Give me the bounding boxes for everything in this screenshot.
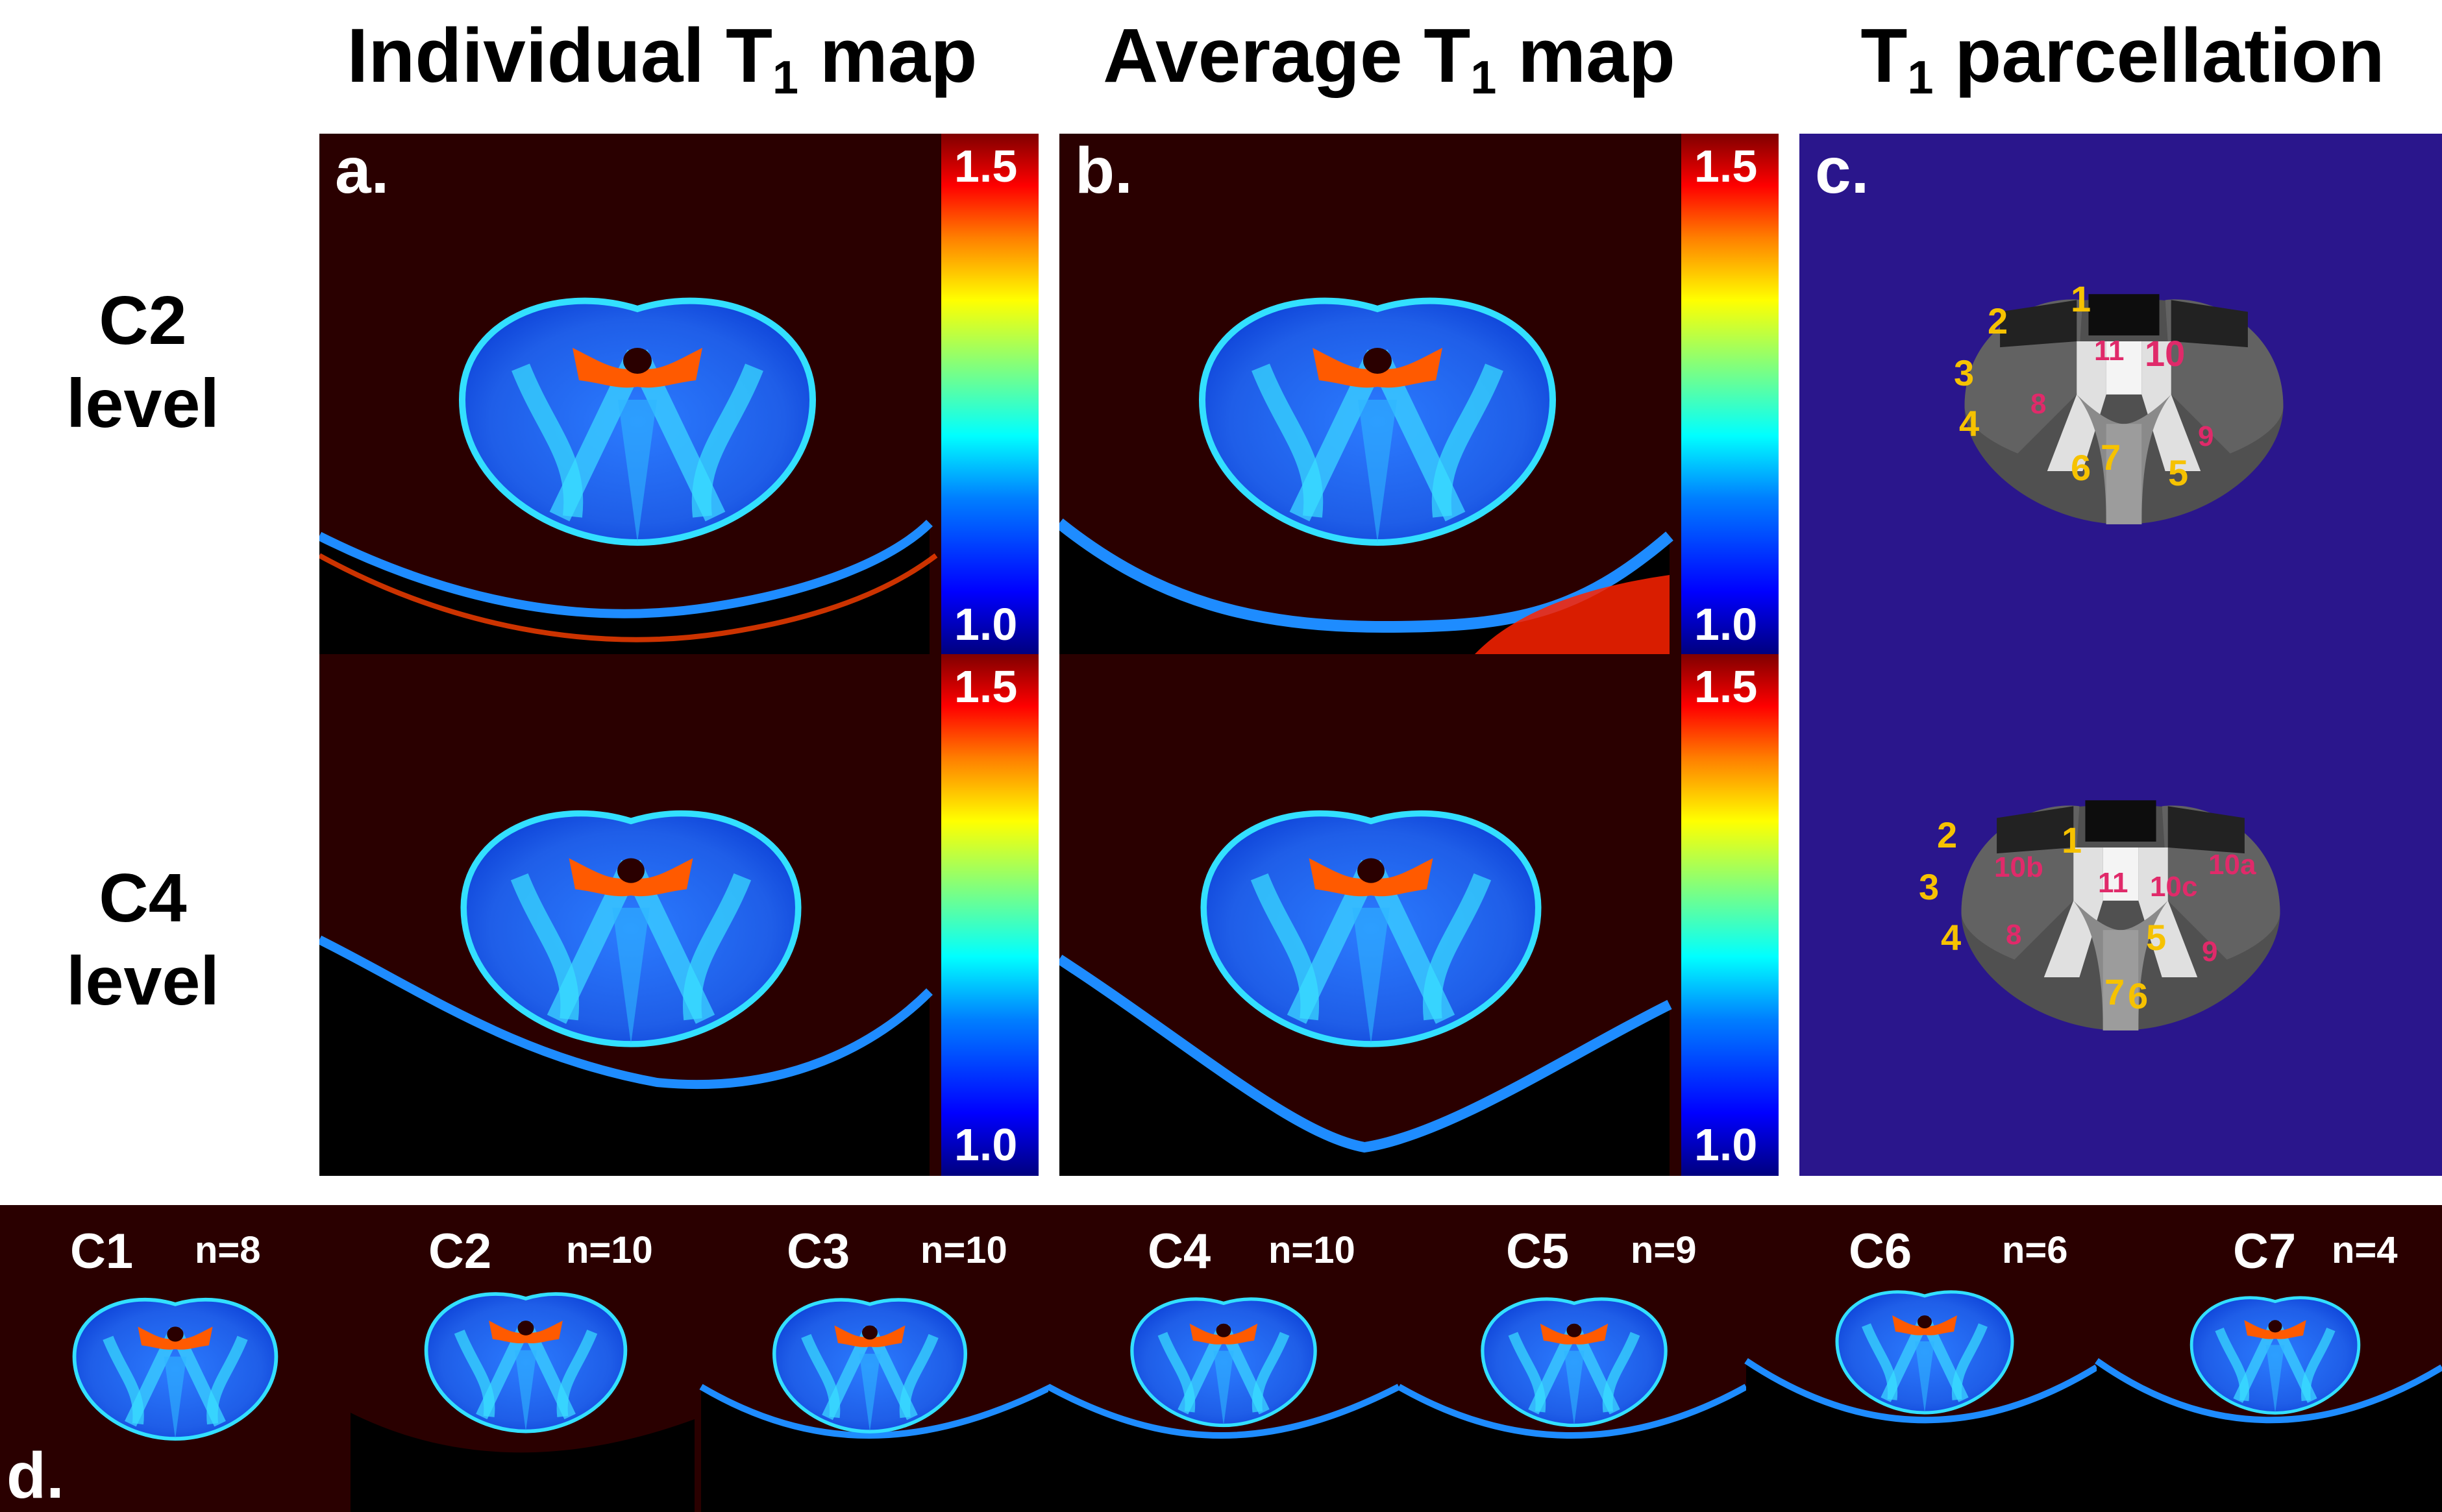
average-map-c4-image	[1059, 654, 1672, 1176]
panel-b-c4-average-map: 1.5 1.0	[1059, 654, 1779, 1176]
panel-d-level-strip: C1 n=8 C2 n=10 C3 n=10 C4 n=10 C5 n=9 C6…	[0, 1205, 2442, 1512]
panel-c-parcellation: c. 1 2 3 4 5 6 7 8 9 10 11 1 2 3 4 5 6 7…	[1799, 134, 2442, 1176]
region-label: 3	[1919, 866, 1940, 907]
region-label: 1	[2062, 820, 2082, 860]
region-label: 5	[2146, 917, 2167, 958]
colorbar-b-bottom	[1681, 654, 1779, 1176]
region-label: 9	[2198, 421, 2214, 452]
title-individual-t1-map: Individual T1 map	[347, 13, 978, 104]
colorbar-a-bottom	[941, 654, 1039, 1176]
panel-a-c4-individual-map: 1.5 1.0	[319, 654, 1039, 1176]
strip-level-label: C4	[1148, 1224, 1211, 1279]
strip-n-label: n=10	[566, 1229, 653, 1271]
row-label-c2: C2 level	[66, 282, 219, 442]
colorbar-min-label: 1.0	[1694, 599, 1758, 650]
colorbar-min-label: 1.0	[954, 599, 1018, 650]
region-label: 8	[2006, 919, 2022, 951]
panel-a-c2-individual-map: a. 1.5 1.0	[319, 134, 1039, 654]
region-label: 9	[2202, 936, 2218, 968]
region-label: 4	[1941, 917, 1962, 958]
region-label: 11	[2098, 867, 2128, 899]
strip-n-label: n=4	[2332, 1229, 2398, 1271]
strip-n-label: n=10	[1268, 1229, 1355, 1271]
strip-n-label: n=10	[920, 1229, 1007, 1271]
individual-map-c4-image	[319, 654, 933, 1176]
average-map-c2-image	[1059, 134, 1673, 654]
strip-level-label: C5	[1506, 1224, 1570, 1279]
region-label: 1	[2071, 278, 2091, 319]
region-label: 8	[2030, 388, 2047, 420]
row-label-c4: C4 level	[66, 860, 219, 1019]
colorbar-max-label: 1.5	[954, 661, 1018, 712]
colorbar-b-top	[1681, 134, 1779, 654]
colorbar-a-top	[941, 134, 1039, 654]
strip-level-label: C6	[1849, 1224, 1912, 1279]
region-label: 10a	[2208, 849, 2256, 881]
region-label: 5	[2168, 452, 2189, 493]
region-label: 4	[1959, 403, 1980, 444]
region-label: 10b	[1994, 851, 2043, 883]
colorbar-max-label: 1.5	[954, 141, 1018, 191]
strip-n-label: n=8	[195, 1229, 261, 1271]
region-label: 11	[2094, 335, 2125, 367]
strip-images	[0, 1205, 2442, 1512]
region-label: 7	[2101, 437, 2121, 478]
title-average-t1-map: Average T1 map	[1103, 13, 1675, 104]
region-label: 10	[2145, 333, 2186, 374]
panel-letter-d: d.	[6, 1439, 64, 1512]
strip-level-label: C1	[70, 1224, 134, 1279]
colorbar-min-label: 1.0	[1694, 1119, 1758, 1170]
panel-letter-a: a.	[335, 134, 389, 207]
strip-level-label: C7	[2233, 1224, 2297, 1279]
region-label: 6	[2128, 975, 2149, 1016]
region-label: 10c	[2150, 871, 2198, 903]
individual-map-c2-image	[319, 134, 938, 654]
panel-b-c2-average-map: b. 1.5 1.0	[1059, 134, 1779, 654]
colorbar-min-label: 1.0	[954, 1119, 1018, 1170]
title-t1-parcellation: T1 parcellation	[1860, 13, 2385, 104]
panel-letter-b: b.	[1075, 134, 1133, 207]
region-label: 7	[2104, 971, 2125, 1012]
strip-level-label: C2	[428, 1224, 492, 1279]
parcellation-image	[1961, 294, 2284, 1030]
strip-n-label: n=6	[2002, 1229, 2068, 1271]
colorbar-max-label: 1.5	[1694, 141, 1758, 191]
strip-level-label: C3	[787, 1224, 850, 1279]
panel-letter-c: c.	[1815, 134, 1869, 207]
region-label: 2	[1937, 814, 1958, 855]
colorbar-max-label: 1.5	[1694, 661, 1758, 712]
region-label: 3	[1954, 352, 1975, 393]
region-label: 2	[1988, 300, 2008, 341]
strip-n-label: n=9	[1631, 1229, 1697, 1271]
region-label: 6	[2071, 447, 2091, 488]
